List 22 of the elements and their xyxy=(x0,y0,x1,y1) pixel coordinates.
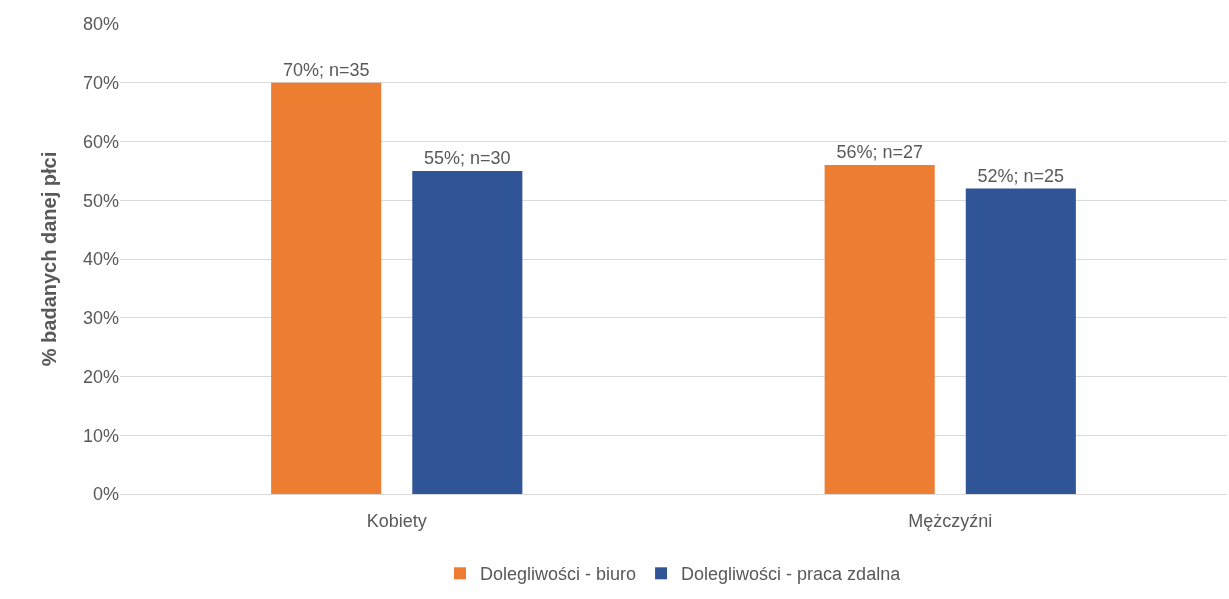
x-tick-label: Mężczyźni xyxy=(908,510,993,531)
y-tick-label: 10% xyxy=(82,425,119,446)
y-tick-label: 70% xyxy=(82,73,119,94)
y-axis-title: % badanych danej płci xyxy=(38,151,61,367)
y-tick-label: 60% xyxy=(82,131,119,152)
bar xyxy=(271,82,382,494)
y-tick-label: 40% xyxy=(82,249,119,270)
y-tick-label: 50% xyxy=(82,190,119,211)
data-label: 52%; n=25 xyxy=(977,165,1065,186)
y-tick-label: 80% xyxy=(82,14,119,35)
bar xyxy=(965,188,1076,494)
bar xyxy=(412,170,523,494)
data-label: 55%; n=30 xyxy=(424,147,511,168)
data-label: 56%; n=27 xyxy=(836,142,923,162)
data-label: 70%; n=35 xyxy=(282,59,370,80)
legend-label: Dolegliwości - biuro xyxy=(480,564,637,585)
legend-label: Dolegliwości - praca zdalna xyxy=(681,564,902,585)
bar xyxy=(824,165,935,494)
y-tick-label: 0% xyxy=(92,484,119,505)
x-tick-label: Kobiety xyxy=(366,510,427,531)
y-tick-label: 30% xyxy=(82,308,119,329)
y-tick-label: 20% xyxy=(82,366,119,387)
